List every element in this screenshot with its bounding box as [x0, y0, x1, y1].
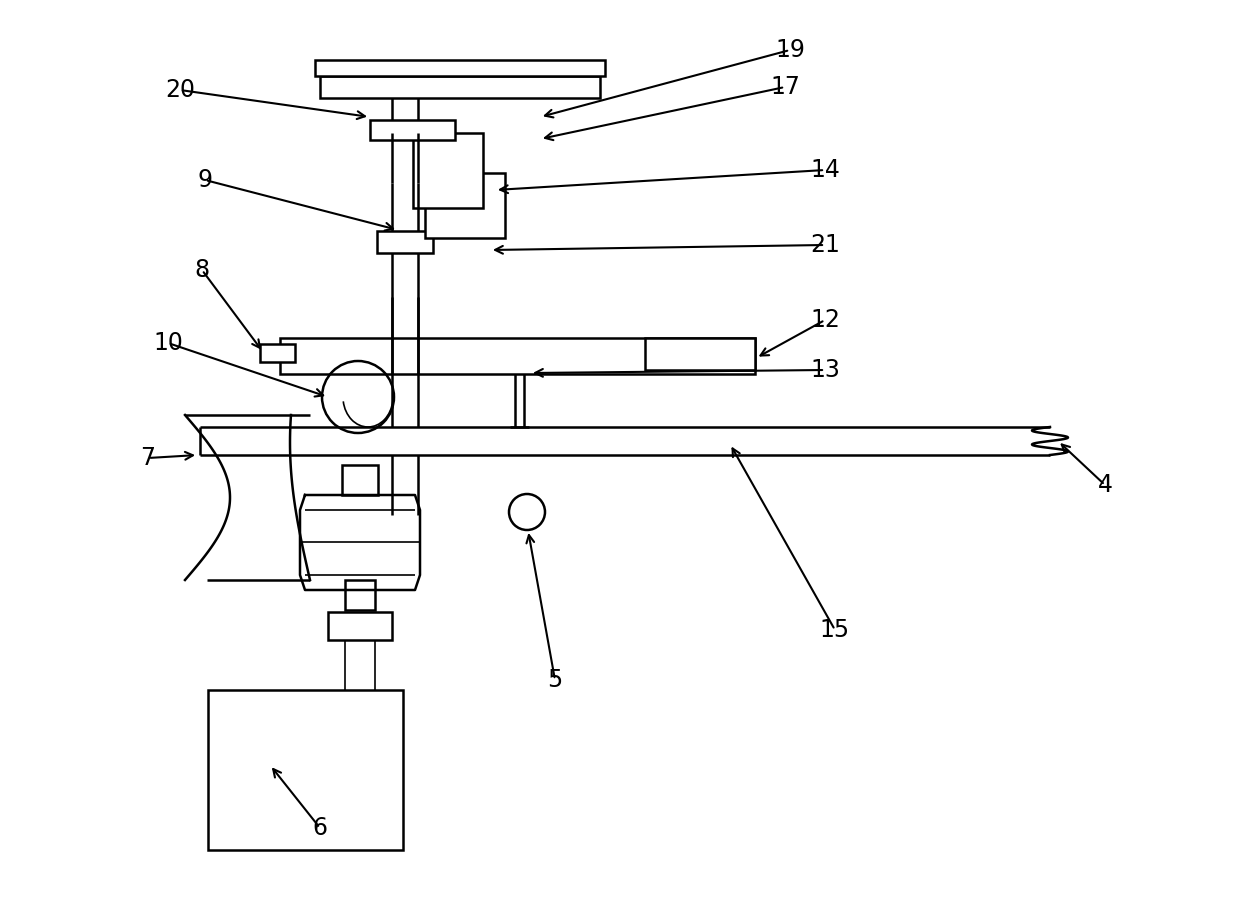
Text: 8: 8 — [195, 258, 210, 282]
Text: 14: 14 — [810, 158, 839, 182]
Text: 21: 21 — [810, 233, 839, 257]
Bar — [315, 60, 605, 76]
Text: 12: 12 — [810, 308, 839, 332]
Bar — [260, 344, 295, 362]
Bar — [320, 76, 600, 98]
Text: 9: 9 — [197, 168, 212, 192]
Bar — [208, 690, 403, 850]
Text: 15: 15 — [820, 618, 851, 642]
Bar — [329, 612, 392, 640]
Text: 13: 13 — [810, 358, 839, 382]
Bar — [342, 465, 378, 495]
Bar — [370, 120, 455, 140]
Bar — [645, 338, 755, 370]
Bar — [413, 133, 484, 208]
Text: 10: 10 — [153, 331, 184, 355]
Text: 19: 19 — [775, 38, 805, 62]
Text: 20: 20 — [165, 78, 195, 102]
Text: 6: 6 — [312, 816, 327, 840]
Bar — [280, 338, 755, 374]
Text: 7: 7 — [140, 446, 155, 470]
Text: 17: 17 — [770, 75, 800, 99]
Bar — [425, 173, 505, 238]
Text: 5: 5 — [547, 668, 563, 692]
Bar — [377, 231, 433, 253]
Text: 4: 4 — [1097, 473, 1112, 497]
Bar — [345, 580, 374, 610]
